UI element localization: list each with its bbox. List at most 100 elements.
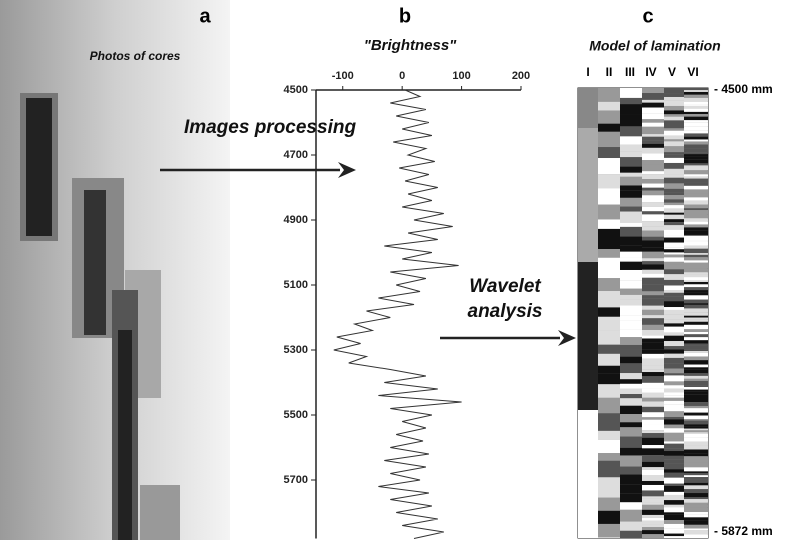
lamination-stripe <box>620 236 642 246</box>
lamination-stripe <box>620 363 642 374</box>
lamination-stripe <box>684 210 708 215</box>
lamination-stripe <box>620 269 642 281</box>
lamination-stripe <box>684 489 708 494</box>
lamination-stripe <box>664 424 684 429</box>
lamination-stripe <box>598 174 620 189</box>
lamination-stripe <box>664 162 684 169</box>
lamination-stripe <box>620 329 642 338</box>
lamination-stripe <box>598 344 620 354</box>
lamination-stripe <box>684 101 708 105</box>
lamination-stripe <box>684 176 708 179</box>
lamination-stripe <box>642 277 664 285</box>
lamination-stripe <box>642 298 664 306</box>
lamination-stripe <box>642 455 664 462</box>
lamination-stripe <box>598 228 620 250</box>
lamination-stripe <box>642 140 664 144</box>
lamination-stripe <box>684 475 708 478</box>
lamination-stripe <box>684 88 708 91</box>
core-photo <box>140 485 180 540</box>
lamination-stripe <box>664 395 684 398</box>
lamination-stripe <box>684 373 708 376</box>
lamination-stripe <box>684 282 708 285</box>
lamination-stripe <box>664 459 684 464</box>
annotation: analysis <box>468 301 543 322</box>
lamination-stripe <box>684 94 708 98</box>
lamination-stripe <box>684 315 708 318</box>
lamination-stripe <box>684 514 708 518</box>
annotation: Model of lamination <box>589 38 720 54</box>
lamination-stripe <box>664 335 684 342</box>
lamination-stripe <box>684 170 708 175</box>
lamination-stripe <box>664 208 684 213</box>
lamination-stripe <box>684 331 708 335</box>
lamination-stripe <box>642 502 664 505</box>
lamination-stripe <box>598 413 620 431</box>
lamination-stripe <box>642 430 664 434</box>
column-label: I <box>586 65 589 79</box>
lamination-stripe <box>684 224 708 228</box>
lamination-stripe <box>684 227 708 231</box>
lamination-stripe <box>684 479 708 483</box>
lamination-stripe <box>642 171 664 175</box>
lamination-stripe <box>684 526 708 529</box>
lamination-stripe <box>684 218 708 222</box>
lamination-stripe <box>642 419 664 425</box>
lamination-stripe <box>642 469 664 476</box>
lamination-stripe <box>684 254 708 258</box>
lamination-stripe <box>642 461 664 468</box>
lamination-stripe <box>684 453 708 457</box>
lamination-stripe <box>664 130 684 136</box>
lamination-stripe <box>620 114 642 127</box>
lamination-stripe <box>664 404 684 410</box>
lamination-stripe <box>664 451 684 456</box>
lamination-stripe <box>664 148 684 153</box>
lamination-stripe <box>684 534 708 538</box>
lamination-stripe <box>664 128 684 131</box>
lamination-stripe <box>664 110 684 115</box>
lamination-stripe <box>598 147 620 159</box>
lamination-stripe <box>664 483 684 487</box>
lamination-stripe <box>664 152 684 155</box>
lamination-stripe <box>642 534 664 538</box>
lamination-stripe <box>620 190 642 198</box>
lamination-stripe <box>664 388 684 393</box>
lamination-stripe <box>684 308 708 313</box>
lamination-stripe <box>664 292 684 297</box>
lamination-stripe <box>642 230 664 237</box>
lamination-stripe <box>684 387 708 390</box>
lamination-stripe <box>684 378 708 381</box>
lamination-stripe <box>598 477 620 498</box>
lamination-stripe <box>598 330 620 345</box>
annotation: - 4500 mm <box>714 82 773 96</box>
lamination-stripe <box>664 357 684 364</box>
lamination-stripe <box>664 341 684 347</box>
lamination-stripe <box>684 380 708 386</box>
column-label: IV <box>645 65 656 79</box>
lamination-stripe <box>684 136 708 140</box>
x-tick-label: 0 <box>399 70 405 82</box>
lamination-stripe <box>664 296 684 302</box>
lamination-stripe <box>684 428 708 431</box>
lamination-stripe <box>684 317 708 320</box>
lamination-stripe <box>684 166 708 171</box>
lamination-stripe <box>664 235 684 238</box>
lamination-stripe <box>664 254 684 258</box>
lamination-stripe <box>664 183 684 189</box>
lamination-stripe <box>642 417 664 420</box>
lamination-stripe <box>684 144 708 149</box>
lamination-stripe <box>620 447 642 456</box>
lamination-stripe <box>664 323 684 327</box>
lamination-stripe <box>642 490 664 497</box>
lamination-stripe <box>684 91 708 95</box>
lamination-stripe <box>684 456 708 459</box>
column-label: II <box>606 65 613 79</box>
lamination-stripe <box>642 102 664 108</box>
lamination-stripe <box>664 205 684 209</box>
lamination-stripe <box>684 262 708 267</box>
lamination-stripe <box>598 439 620 454</box>
lamination-stripe <box>642 520 664 525</box>
lamination-stripe <box>664 314 684 320</box>
lamination-stripe <box>642 330 664 336</box>
lamination-stripe <box>684 520 708 525</box>
lamination-stripe <box>684 260 708 263</box>
